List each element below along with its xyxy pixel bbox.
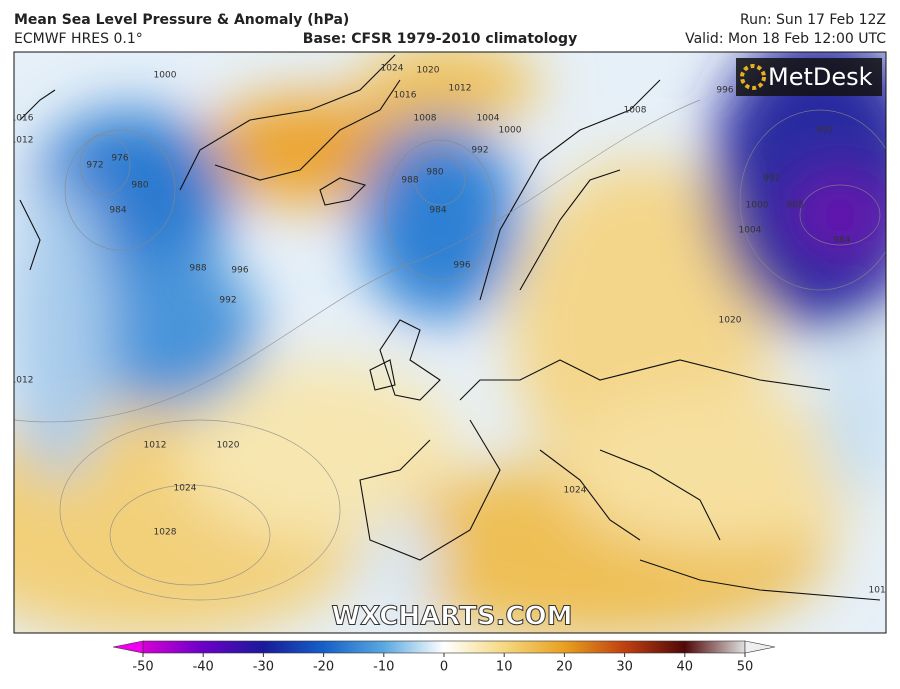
colorbar-tick-label: 0 — [440, 660, 448, 675]
colorbar-min-arrow — [112, 640, 144, 654]
isobar-label: 1024 — [381, 64, 404, 74]
map: 972 976 980 984 988 992 996 1000 1016 1012 1012 101… — [11, 52, 892, 633]
isobar-label: 1020 — [217, 441, 240, 451]
isobar-label: 984 — [833, 236, 850, 246]
isobar-label: 1024 — [174, 484, 197, 494]
isobar-label: 984 — [429, 206, 446, 216]
colorbar — [142, 640, 746, 654]
isobar-label: 1008 — [414, 114, 437, 124]
base: Base: CFSR 1979-2010 climatology — [303, 31, 577, 47]
isobar-label: 1020 — [417, 66, 440, 76]
logo: MetDesk — [768, 63, 873, 91]
model: ECMWF HRES 0.1° — [14, 31, 143, 47]
isobar-label: 980 — [131, 181, 148, 191]
colorbar-tick-label: -10 — [373, 660, 394, 675]
isobar-label: 1024 — [564, 486, 587, 496]
isobar-label: 1000 — [499, 126, 522, 136]
isobar-label: 992 — [763, 174, 780, 184]
isobar-label: 996 — [231, 266, 248, 276]
isobar-label: 972 — [86, 161, 103, 171]
colorbar-tick-label: -30 — [253, 660, 274, 675]
isobar-label: 988 — [401, 176, 418, 186]
isobar-label: 980 — [426, 168, 443, 178]
colorbar-tick-label: 30 — [616, 660, 633, 675]
isobar-label: 988 — [189, 264, 206, 274]
isobar-label: 1012 — [449, 84, 472, 94]
valid: Valid: Mon 18 Feb 12:00 UTC — [685, 31, 886, 47]
isobar-label: 1020 — [719, 316, 742, 326]
isobar-label: 1004 — [739, 226, 762, 236]
isobar-label: 992 — [471, 146, 488, 156]
isobar-label: 1000 — [154, 71, 177, 81]
isobar-label: 988 — [786, 201, 803, 211]
colorbar-tick-label: -50 — [132, 660, 153, 675]
isobar-label: 996 — [716, 86, 733, 96]
isobar-label: 1012 — [144, 441, 167, 451]
colorbar-max-arrow — [744, 640, 776, 654]
isobar-label: 1028 — [154, 528, 177, 538]
isobar-label: 976 — [111, 154, 128, 164]
isobar-label: 992 — [219, 296, 236, 306]
isobar-label: 1012 — [869, 586, 892, 596]
isobar-label: 1012 — [11, 376, 34, 386]
isobar-label: 996 — [453, 261, 470, 271]
run: Run: Sun 17 Feb 12Z — [740, 12, 886, 28]
colorbar-tick-label: -20 — [313, 660, 334, 675]
colorbar-tick-label: 50 — [737, 660, 754, 675]
colorbar-tick-label: 20 — [556, 660, 573, 675]
colorbar-tick-label: -40 — [193, 660, 214, 675]
isobar-label: 1016 — [394, 91, 417, 101]
isobar-label: 1012 — [11, 136, 34, 146]
colorbar-tick-label: 10 — [496, 660, 513, 675]
isobar-label: 1016 — [11, 114, 34, 124]
map-frame — [13, 51, 887, 634]
isobar-label: 984 — [109, 206, 126, 216]
watermark: WXCHARTS.COM — [331, 602, 572, 632]
title: Mean Sea Level Pressure & Anomaly (hPa) — [14, 12, 349, 28]
isobar-label: 1008 — [624, 106, 647, 116]
isobar-label: 992 — [816, 126, 833, 136]
isobar-label: 1000 — [746, 201, 769, 211]
colorbar-tick-label: 40 — [677, 660, 694, 675]
isobar-label: 1004 — [477, 114, 500, 124]
